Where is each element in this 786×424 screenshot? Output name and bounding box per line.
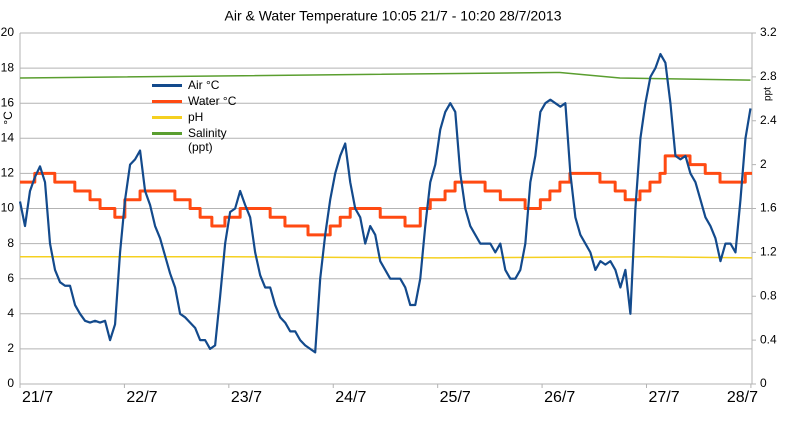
- x-tick-label: 24/7: [335, 389, 366, 406]
- x-tick-label: 21/7: [22, 389, 53, 406]
- legend-item: Air °C: [152, 78, 248, 92]
- legend-swatch: [152, 132, 182, 135]
- y-tick-label: 20: [1, 25, 15, 39]
- legend-label: Air °C: [188, 78, 220, 92]
- y-tick-label: 0: [7, 376, 14, 390]
- y-tick-label: 16: [1, 95, 15, 109]
- x-tick-label: 25/7: [440, 389, 471, 406]
- legend-item: Water °C: [152, 94, 248, 108]
- y-tick-label: 18: [1, 60, 15, 74]
- y2-tick-label: 1.2: [760, 245, 777, 259]
- y-tick-label: 4: [7, 306, 14, 320]
- y2-tick-label: 0.8: [760, 288, 777, 302]
- series-line: [20, 256, 753, 259]
- x-tick-label: 23/7: [231, 389, 262, 406]
- y2-tick-label: 2.4: [760, 113, 777, 127]
- y-tick-label: 6: [7, 271, 14, 285]
- x-tick-label: 27/7: [648, 389, 679, 406]
- y2-tick-label: 0: [760, 376, 767, 390]
- y-axis-label: °C: [1, 111, 15, 125]
- x-tick-label: 26/7: [544, 389, 575, 406]
- y-tick-label: 10: [1, 201, 15, 215]
- series-line: [20, 154, 752, 237]
- y2-tick-label: 2: [760, 157, 767, 171]
- x-tick-label: 28/7: [727, 389, 758, 406]
- series-line: [18, 52, 752, 354]
- y-tick-label: 14: [1, 130, 15, 144]
- y2-tick-label: 0.4: [760, 332, 777, 346]
- y-tick-label: 12: [1, 166, 15, 180]
- x-tick-label: 22/7: [126, 389, 157, 406]
- grid: [20, 32, 752, 385]
- legend-item: pH: [152, 110, 248, 124]
- legend-label: Salinity (ppt): [188, 126, 227, 154]
- legend-item: Salinity (ppt): [152, 126, 248, 154]
- y2-tick-label: 2.8: [760, 69, 777, 83]
- y2-tick-label: 3.2: [760, 25, 777, 39]
- legend-swatch: [152, 116, 182, 119]
- chart-title: Air & Water Temperature 10:05 21/7 - 10:…: [225, 8, 562, 24]
- legend-label: pH: [188, 110, 204, 124]
- legend: Air °C Water °C pH Salinity (ppt): [152, 78, 248, 156]
- legend-swatch: [152, 84, 182, 87]
- y2-axis-label: ppt: [763, 87, 774, 101]
- legend-label: Water °C: [188, 94, 237, 108]
- series-line: [19, 71, 751, 81]
- y2-tick-label: 1.6: [760, 201, 777, 215]
- legend-swatch: [152, 100, 182, 103]
- y-tick-label: 8: [7, 236, 14, 250]
- y-tick-label: 2: [7, 341, 14, 355]
